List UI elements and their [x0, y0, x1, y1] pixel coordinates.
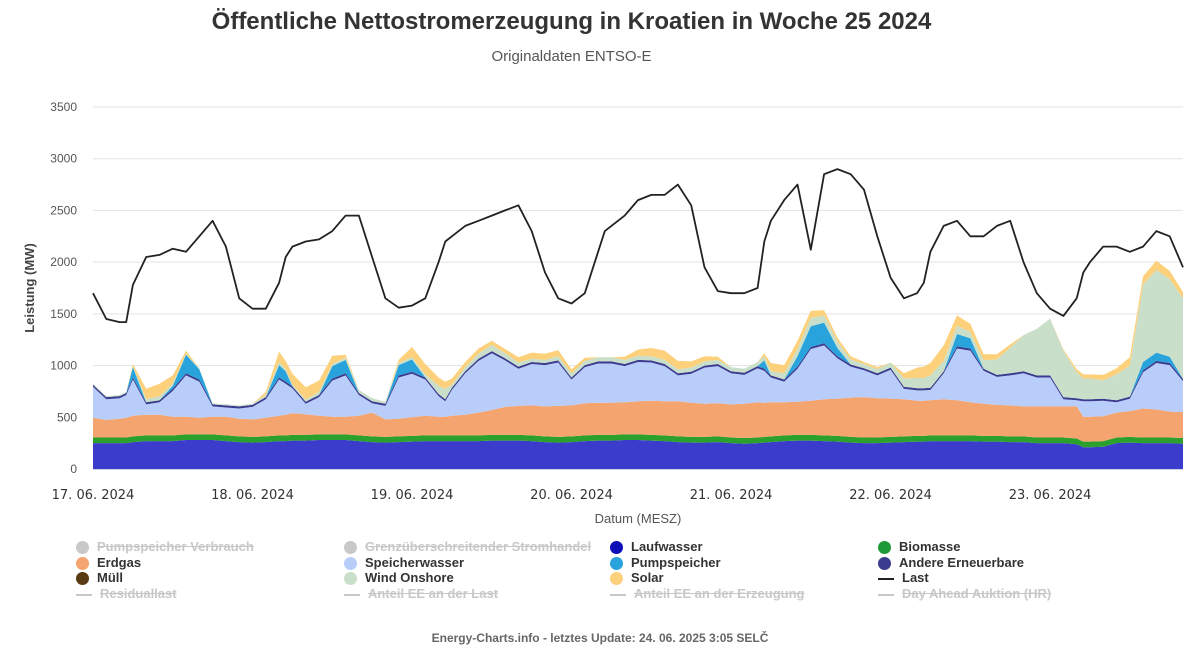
legend-label: Pumpspeicher: [631, 554, 721, 570]
x-tick-label: 22. 06. 2024: [849, 488, 932, 503]
legend-dot-icon: [610, 556, 623, 570]
y-tick-label: 2500: [50, 203, 77, 217]
x-axis-title: Datum (MESZ): [595, 511, 682, 526]
legend-item-speicherwasser[interactable]: Speicherwasser: [344, 555, 464, 570]
legend-item-pumpspeicher-verbrauch[interactable]: Pumpspeicher Verbrauch: [76, 539, 254, 555]
legend-item-erdgas[interactable]: Erdgas: [76, 555, 141, 570]
legend-line-icon: [344, 593, 360, 596]
legend-dot-icon: [878, 541, 891, 555]
legend-dot-icon: [76, 572, 89, 586]
legend-dot-icon: [878, 556, 891, 570]
legend-item-grenz-berschreitender-stromhandel[interactable]: Grenzüberschreitender Stromhandel: [344, 539, 592, 555]
legend-label: Anteil EE an der Last: [368, 586, 499, 602]
chart-subtitle: Originaldaten ENTSO-E: [491, 48, 652, 65]
area-speicherwasser: [93, 345, 1183, 420]
y-tick-label: 2000: [50, 255, 77, 269]
y-tick-label: 1000: [50, 359, 77, 373]
y-axis-title: Leistung (MW): [22, 243, 37, 333]
x-tick-label: 18. 06. 2024: [211, 488, 294, 503]
legend-item-andere-erneuerbare[interactable]: Andere Erneuerbare: [878, 555, 1024, 570]
y-tick-label: 500: [57, 410, 77, 424]
area-erdgas: [93, 397, 1183, 442]
legend-dot-icon: [344, 556, 357, 570]
y-tick-label: 3500: [50, 100, 77, 114]
legend-label: Day Ahead Auktion (HR): [902, 586, 1052, 602]
legend-item-last[interactable]: Last: [878, 570, 929, 585]
chart-title: Öffentliche Nettostromerzeugung in Kroat…: [211, 8, 932, 35]
legend-label: Müll: [97, 570, 123, 586]
legend-dot-icon: [344, 572, 357, 586]
legend-label: Grenzüberschreitender Stromhandel: [365, 539, 592, 554]
legend-label: Erdgas: [97, 554, 142, 570]
legend-dot-icon: [76, 541, 89, 555]
footer-update-info: Energy-Charts.info - letztes Update: 24.…: [431, 631, 769, 645]
chart-area: 0 500 1000 1500 2000 2500 3000 3500 17. 06. 2024…: [22, 100, 1184, 526]
legend-item-laufwasser[interactable]: Laufwasser: [610, 539, 703, 555]
legend-label: Anteil EE an der Erzeugung: [634, 586, 805, 602]
line-last: [92, 168, 1184, 323]
legend-item-anteil-ee-an-der-erzeugung[interactable]: Anteil EE an der Erzeugung: [610, 586, 804, 601]
legend-item-pumpspeicher[interactable]: Pumpspeicher: [610, 555, 721, 570]
legend-dot-icon: [610, 541, 623, 555]
legend-dot-icon: [610, 572, 623, 586]
legend-line-icon: [878, 577, 894, 580]
legend-label: Solar: [631, 570, 664, 586]
legend-label: Laufwasser: [631, 539, 703, 554]
legend-label: Andere Erneuerbare: [899, 554, 1024, 570]
legend-item-anteil-ee-an-der-last[interactable]: Anteil EE an der Last: [344, 586, 498, 601]
x-tick-label: 21. 06. 2024: [690, 488, 773, 503]
legend-dot-icon: [344, 541, 357, 555]
x-tick-label: 23. 06. 2024: [1009, 488, 1092, 503]
legend-item-m-ll[interactable]: Müll: [76, 570, 123, 586]
legend-dot-icon: [76, 556, 89, 570]
legend-item-solar[interactable]: Solar: [610, 570, 664, 586]
y-tick-label: 1500: [50, 307, 77, 321]
area-biomasse: [93, 434, 1183, 448]
legend-line-icon: [878, 593, 894, 596]
y-tick-label: 0: [70, 462, 77, 476]
area-laufwasser: [93, 440, 1183, 469]
y-tick-label: 3000: [50, 152, 77, 166]
legend-item-residuallast[interactable]: Residuallast: [76, 586, 177, 601]
legend-item-wind-onshore[interactable]: Wind Onshore: [344, 570, 454, 586]
legend-line-icon: [610, 593, 626, 596]
legend-item-biomasse[interactable]: Biomasse: [878, 539, 961, 555]
legend-label: Speicherwasser: [365, 554, 465, 570]
legend-label: Pumpspeicher Verbrauch: [97, 539, 254, 554]
x-tick-label: 20. 06. 2024: [530, 488, 613, 503]
x-tick-label: 19. 06. 2024: [371, 488, 454, 503]
legend-label: Residuallast: [100, 586, 177, 602]
area-wind-onshore: [93, 269, 1183, 407]
legend-item-day-ahead-auktion-hr-[interactable]: Day Ahead Auktion (HR): [878, 586, 1051, 601]
x-tick-label: 17. 06. 2024: [52, 488, 135, 503]
legend-label: Last: [902, 570, 929, 586]
legend-line-icon: [76, 593, 92, 596]
legend-label: Biomasse: [899, 539, 961, 554]
legend-label: Wind Onshore: [365, 570, 454, 586]
